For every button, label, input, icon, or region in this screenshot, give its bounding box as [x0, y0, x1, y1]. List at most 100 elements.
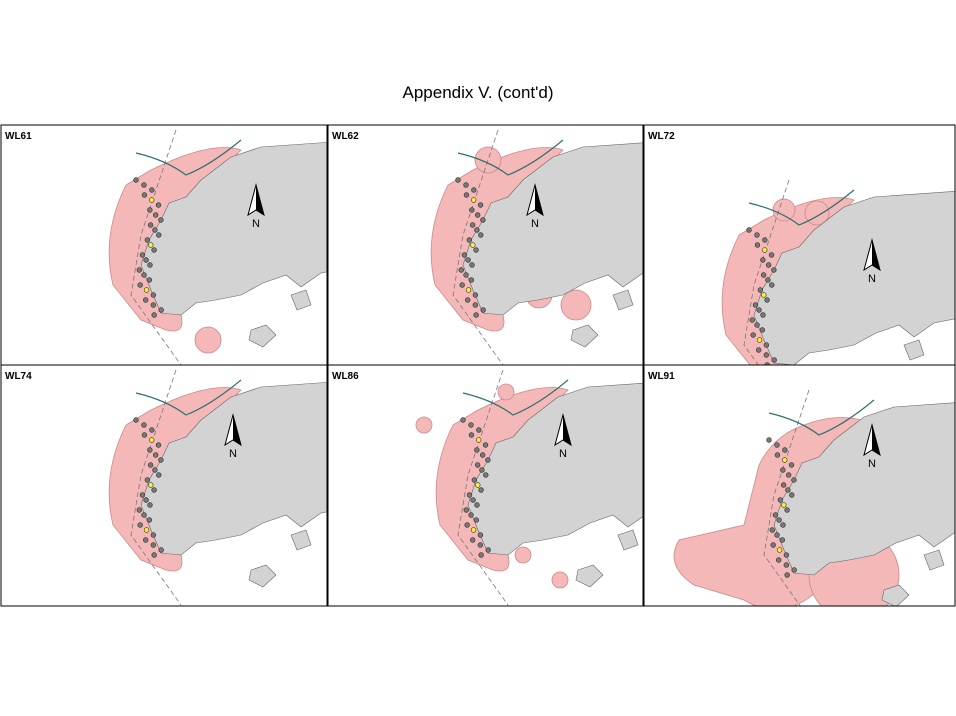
survey-point [146, 277, 153, 283]
survey-point [755, 347, 762, 353]
point-highlight [781, 502, 787, 508]
survey-point [137, 522, 143, 528]
survey-point [150, 292, 157, 298]
map-panel: N WL62 [327, 124, 644, 366]
survey-point [143, 497, 149, 503]
point-highlight [762, 247, 768, 253]
survey-point [142, 297, 149, 303]
survey-point [466, 492, 473, 498]
survey-point [469, 537, 476, 543]
survey-point [468, 422, 474, 428]
point-highlight [782, 457, 788, 463]
panel-frame [327, 364, 644, 607]
survey-point [476, 427, 482, 433]
road [462, 379, 569, 416]
survey-point [485, 547, 491, 553]
map-shift [430, 129, 643, 365]
survey-point [746, 227, 752, 233]
survey-point [763, 342, 770, 348]
survey-point [141, 182, 147, 188]
survey-point [152, 212, 159, 218]
road [135, 139, 242, 176]
survey-point [156, 232, 162, 238]
figure-title: Appendix V. (cont'd) [403, 83, 554, 102]
survey-point [769, 282, 775, 288]
survey-point [483, 472, 489, 478]
survey-point [469, 222, 476, 228]
arrow-half [563, 415, 571, 445]
survey-point [777, 497, 784, 503]
survey-point [470, 497, 476, 503]
survey-point [474, 447, 480, 453]
map-shift [415, 369, 643, 606]
arrow-half [256, 185, 264, 215]
survey-point [147, 262, 153, 268]
survey-point [772, 512, 779, 518]
survey-point [765, 262, 772, 268]
road [768, 399, 875, 436]
point-highlight [470, 242, 476, 248]
panel-label: WL91 [648, 371, 675, 382]
survey-point [469, 262, 475, 268]
point-highlight [143, 527, 150, 533]
north-label: N [559, 448, 567, 460]
land [140, 382, 327, 556]
survey-point [144, 477, 151, 483]
survey-point [754, 322, 760, 328]
island [903, 339, 925, 361]
survey-point [785, 472, 792, 478]
buffer-circle [497, 383, 515, 401]
map-panel: N WL61 [0, 124, 328, 366]
survey-point [471, 477, 478, 483]
point-highlight [471, 197, 477, 203]
survey-point [780, 467, 786, 473]
buffer-circle [514, 546, 532, 564]
survey-point [782, 447, 788, 453]
survey-point [464, 297, 471, 303]
panel-label: WL61 [5, 131, 32, 142]
point-highlight [148, 242, 154, 248]
survey-point [791, 567, 797, 573]
survey-point [460, 417, 466, 423]
survey-point [468, 277, 475, 283]
arrow-half [535, 185, 543, 215]
point-highlight [476, 437, 482, 443]
survey-point [784, 507, 790, 513]
map-content: N [430, 129, 643, 365]
north-label: N [868, 458, 876, 470]
panel-label: WL74 [5, 371, 32, 382]
survey-point [151, 247, 157, 253]
survey-point [774, 532, 780, 538]
survey-point [158, 307, 164, 313]
survey-point [478, 552, 484, 558]
survey-point [149, 427, 155, 433]
buffer-circle [560, 289, 592, 321]
map-content: N [721, 179, 955, 365]
survey-point [760, 272, 767, 278]
survey-point [766, 437, 772, 443]
survey-point [474, 502, 480, 508]
survey-point [463, 272, 469, 278]
north-arrow: N [526, 183, 544, 230]
panel-frame [0, 364, 328, 607]
survey-point [770, 542, 776, 548]
survey-point [762, 237, 768, 243]
survey-point [763, 352, 770, 358]
survey-point [480, 217, 486, 223]
survey-point [471, 187, 477, 193]
survey-point [147, 502, 153, 508]
survey-point [473, 312, 479, 318]
survey-point [473, 247, 479, 253]
survey-point [147, 447, 153, 453]
land [467, 382, 643, 556]
buffer-circle [194, 326, 222, 354]
survey-point [768, 252, 775, 258]
survey-point [474, 227, 480, 233]
survey-point [461, 252, 468, 258]
map-content: N [108, 129, 327, 365]
survey-point [477, 202, 484, 208]
island [248, 564, 277, 588]
survey-point [468, 512, 474, 518]
survey-point [478, 487, 484, 493]
